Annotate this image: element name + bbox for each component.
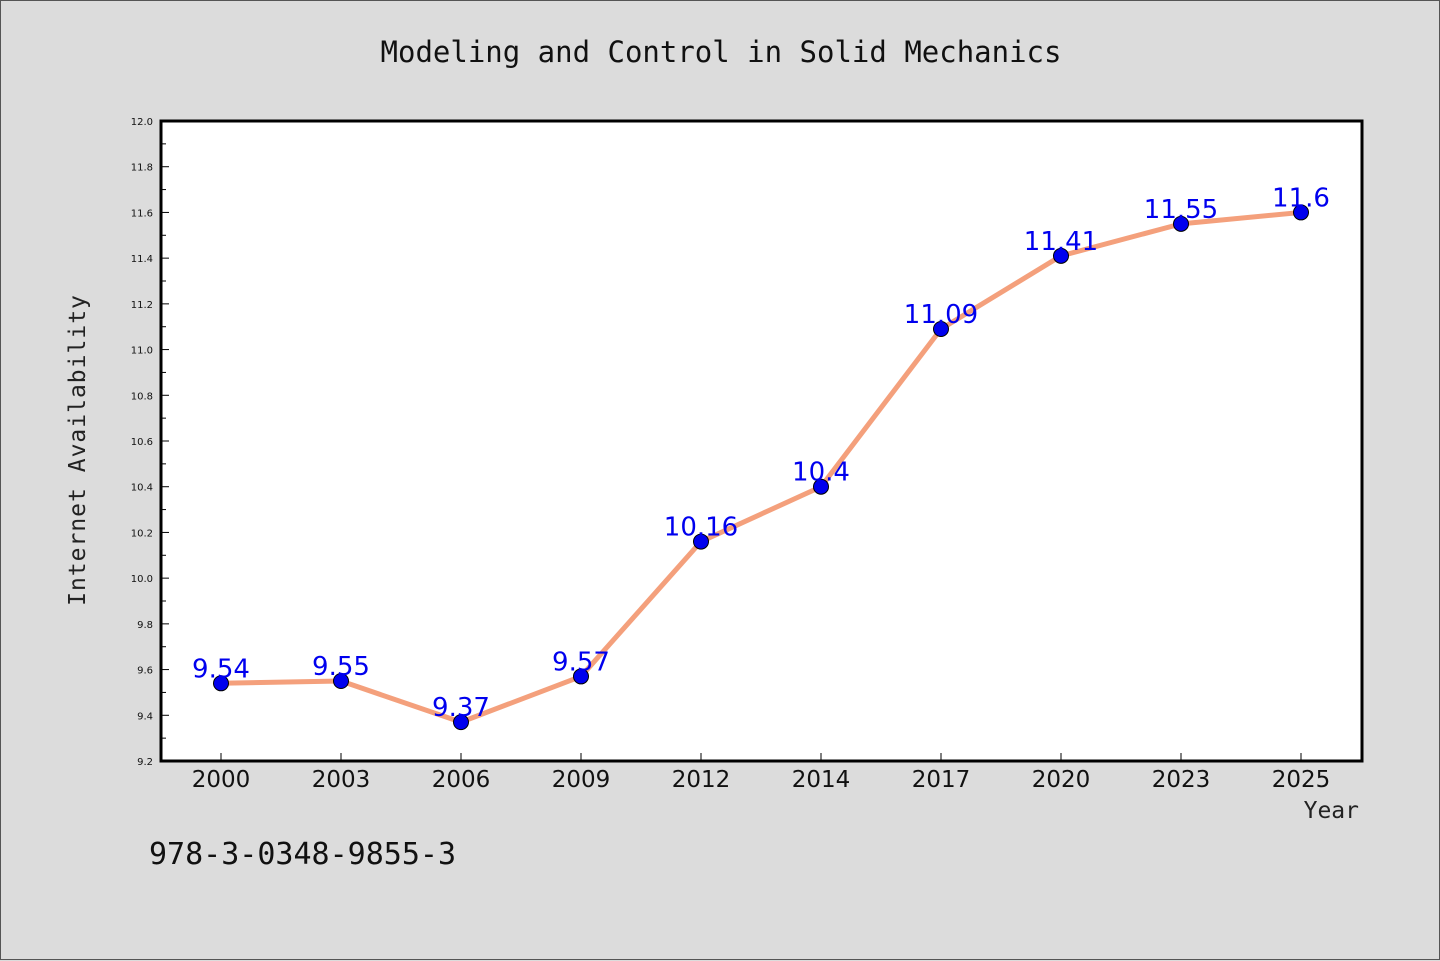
y-tick-label: 11.4 bbox=[131, 254, 153, 265]
data-label: 9.57 bbox=[552, 647, 610, 677]
x-tick-label: 2006 bbox=[432, 767, 491, 793]
data-point bbox=[573, 668, 589, 685]
x-tick-label: 2012 bbox=[672, 767, 731, 793]
data-point bbox=[1053, 247, 1069, 264]
data-point bbox=[333, 673, 349, 689]
x-tick-label: 2009 bbox=[552, 767, 611, 793]
isbn-text: 978-3-0348-9855-3 bbox=[149, 837, 457, 872]
y-tick-label: 10.0 bbox=[131, 574, 153, 585]
y-tick-label: 10.4 bbox=[131, 483, 153, 494]
data-label: 11.6 bbox=[1272, 183, 1330, 213]
x-tick-label: 2000 bbox=[192, 767, 251, 793]
data-label: 11.41 bbox=[1024, 227, 1098, 257]
y-tick-label: 11.0 bbox=[131, 346, 153, 357]
y-tick-label: 10.8 bbox=[131, 391, 153, 402]
y-tick-label: 10.6 bbox=[131, 437, 153, 448]
data-label: 11.55 bbox=[1144, 195, 1218, 225]
x-tick-label: 2025 bbox=[1272, 767, 1331, 793]
data-point bbox=[453, 714, 469, 731]
data-label: 9.55 bbox=[312, 652, 370, 682]
data-label: 9.54 bbox=[192, 654, 250, 684]
y-tick-label: 11.2 bbox=[131, 300, 153, 311]
y-tick-label: 10.2 bbox=[131, 528, 153, 539]
x-tick-label: 2014 bbox=[792, 767, 851, 793]
y-tick-label: 12.0 bbox=[131, 117, 153, 128]
y-tick-label: 9.8 bbox=[137, 620, 153, 631]
x-tick-label: 2023 bbox=[1152, 767, 1211, 793]
data-point bbox=[213, 675, 229, 692]
data-label: 11.09 bbox=[904, 300, 978, 330]
data-point bbox=[813, 478, 829, 495]
y-tick-label: 9.4 bbox=[137, 711, 153, 722]
series-line bbox=[218, 209, 1304, 725]
x-tick-label: 2003 bbox=[312, 767, 371, 793]
x-tick-label: 2020 bbox=[1032, 767, 1091, 793]
y-tick-label: 11.6 bbox=[131, 208, 153, 219]
x-tick-label: 2017 bbox=[912, 767, 971, 793]
data-point bbox=[1173, 215, 1189, 232]
data-label: 10.4 bbox=[792, 458, 850, 488]
data-point bbox=[693, 533, 709, 550]
data-label: 9.37 bbox=[432, 693, 490, 723]
data-point bbox=[1293, 204, 1309, 221]
y-tick-label: 9.6 bbox=[137, 666, 153, 677]
chart-title: Modeling and Control in Solid Mechanics bbox=[380, 35, 1062, 69]
data-label: 10.16 bbox=[664, 513, 738, 543]
x-axis-label: Year bbox=[1303, 798, 1359, 824]
data-point bbox=[933, 321, 949, 337]
y-tick-label: 9.2 bbox=[137, 757, 153, 768]
y-tick-label: 11.8 bbox=[131, 163, 153, 174]
